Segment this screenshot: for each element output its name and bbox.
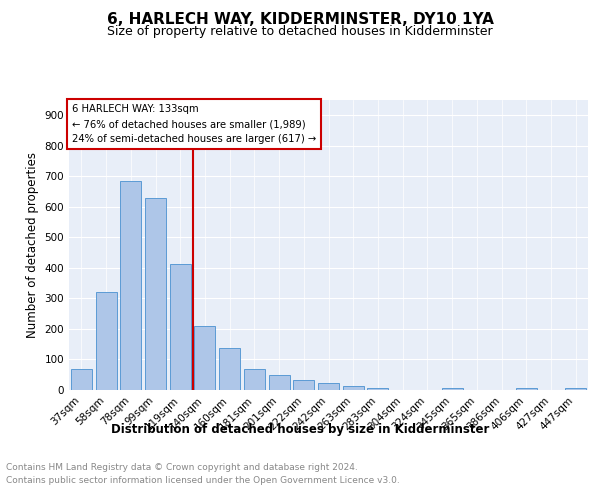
Bar: [343, 386, 364, 390]
Bar: [219, 348, 240, 390]
Text: 6 HARLECH WAY: 133sqm
← 76% of detached houses are smaller (1,989)
24% of semi-d: 6 HARLECH WAY: 133sqm ← 76% of detached …: [71, 104, 316, 144]
Bar: [318, 384, 339, 390]
Text: Distribution of detached houses by size in Kidderminster: Distribution of detached houses by size …: [111, 422, 489, 436]
Y-axis label: Number of detached properties: Number of detached properties: [26, 152, 39, 338]
Text: Contains HM Land Registry data © Crown copyright and database right 2024.: Contains HM Land Registry data © Crown c…: [6, 462, 358, 471]
Bar: [194, 326, 215, 390]
Text: 6, HARLECH WAY, KIDDERMINSTER, DY10 1YA: 6, HARLECH WAY, KIDDERMINSTER, DY10 1YA: [107, 12, 493, 28]
Bar: [95, 292, 116, 390]
Bar: [442, 388, 463, 390]
Bar: [565, 388, 586, 390]
Bar: [71, 368, 92, 390]
Bar: [293, 380, 314, 390]
Bar: [120, 181, 141, 390]
Bar: [269, 376, 290, 390]
Bar: [145, 198, 166, 390]
Bar: [516, 388, 537, 390]
Bar: [367, 388, 388, 390]
Bar: [170, 264, 191, 390]
Text: Contains public sector information licensed under the Open Government Licence v3: Contains public sector information licen…: [6, 476, 400, 485]
Bar: [244, 368, 265, 390]
Text: Size of property relative to detached houses in Kidderminster: Size of property relative to detached ho…: [107, 25, 493, 38]
